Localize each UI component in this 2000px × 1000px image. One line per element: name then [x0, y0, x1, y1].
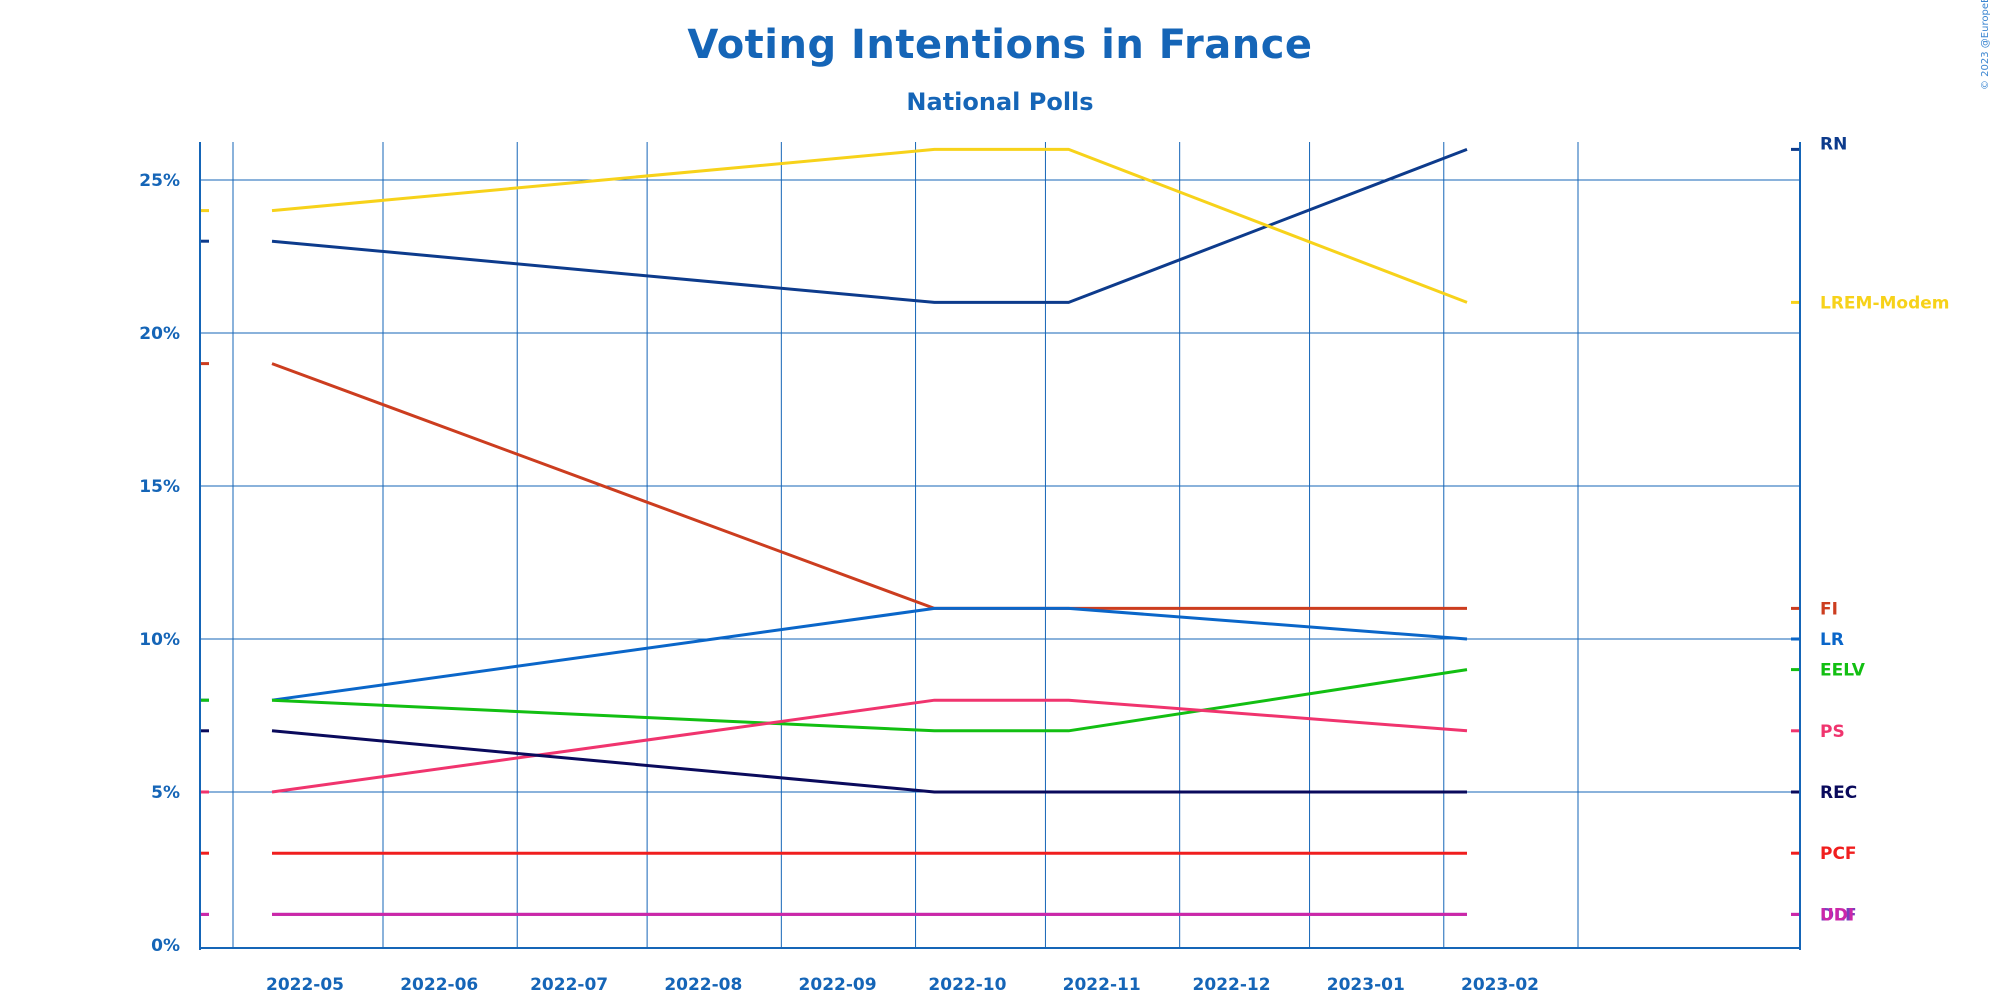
chart-subtitle: National Polls [906, 88, 1094, 116]
chart-title: Voting Intentions in France [687, 22, 1313, 68]
series-label-rec: REC [1820, 783, 1857, 803]
series-label-ps: PS [1820, 722, 1845, 742]
series-label-fi: FI [1820, 599, 1838, 619]
x-tick-label: 2022-09 [799, 975, 877, 995]
series-line-rn [271, 147, 1468, 304]
series-line-ps [271, 698, 1468, 794]
axes [199, 142, 1801, 950]
series-label-udi: UDI [1820, 905, 1854, 925]
series-line-lrem-modem [271, 147, 1468, 304]
x-axis-ticks: 2022-05 2022-06 2022-07 2022-08 2022-09 2022-… [266, 975, 1539, 995]
series-line-eelv [271, 668, 1468, 733]
series-label-rn: RN [1820, 134, 1847, 154]
series-label-dlf: DLF [1820, 905, 1857, 925]
y-tick-label: 15% [139, 477, 180, 497]
x-tick-label: 2022-07 [530, 975, 608, 995]
y-tick-label: 10% [139, 630, 180, 650]
y-axis-ticks: 0% 5% 10% 15% 20% 25% [139, 171, 180, 956]
axis-markers [201, 147, 1799, 916]
series-label-eelv: EELV [1820, 661, 1866, 681]
series-label-pcf: PCF [1820, 844, 1857, 864]
x-tick-label: 2022-12 [1193, 975, 1271, 995]
x-tick-label: 2023-02 [1461, 975, 1539, 995]
x-tick-label: 2022-05 [266, 975, 344, 995]
y-tick-label: 0% [151, 936, 180, 956]
y-tick-label: 20% [139, 324, 180, 344]
x-tick-label: 2022-10 [928, 975, 1006, 995]
series-label-lrem-modem: LREM-Modem [1820, 293, 1950, 313]
series-lines [271, 147, 1468, 916]
x-tick-label: 2023-01 [1327, 975, 1405, 995]
series-label-lr: LR [1820, 630, 1844, 650]
grid [200, 142, 1800, 948]
series-line-rec [271, 729, 1467, 794]
x-tick-label: 2022-06 [400, 975, 478, 995]
series-line-lr [271, 606, 1468, 702]
x-tick-label: 2022-08 [664, 975, 742, 995]
x-tick-label: 2022-11 [1063, 975, 1141, 995]
y-tick-label: 25% [139, 171, 180, 191]
y-tick-label: 5% [151, 783, 180, 803]
